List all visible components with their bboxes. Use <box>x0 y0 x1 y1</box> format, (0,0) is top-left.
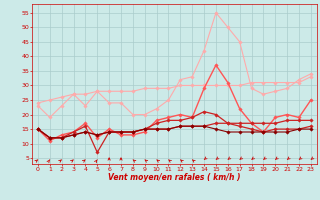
X-axis label: Vent moyen/en rafales ( km/h ): Vent moyen/en rafales ( km/h ) <box>108 173 241 182</box>
